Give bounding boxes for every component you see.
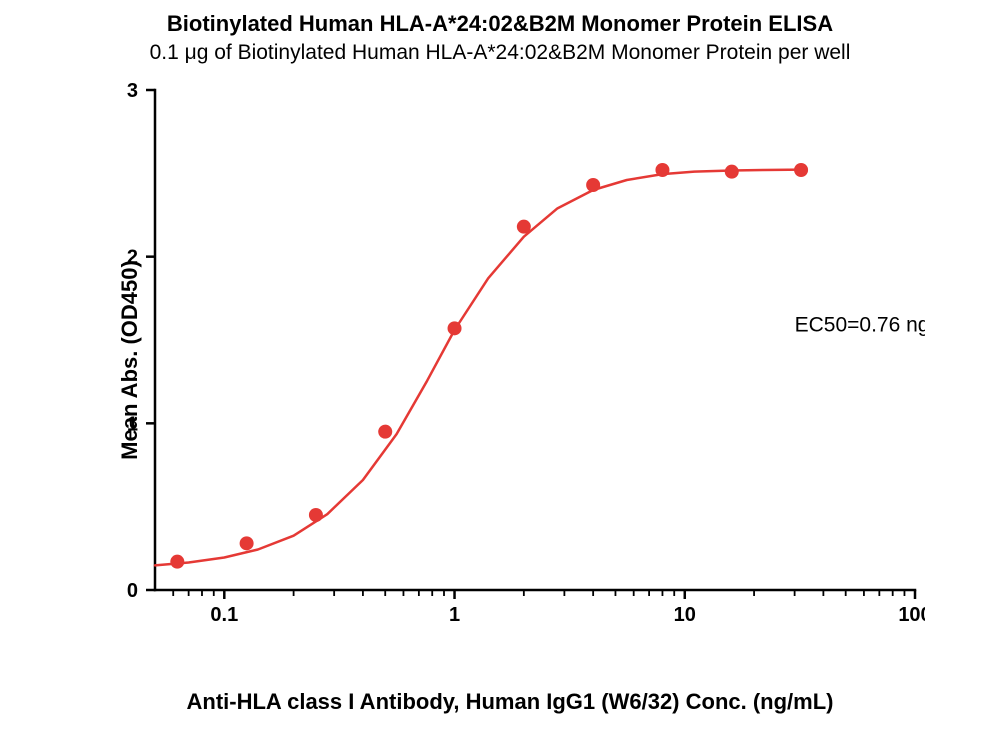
- svg-text:EC50=0.76 ng/mL: EC50=0.76 ng/mL: [795, 314, 925, 337]
- svg-text:1: 1: [449, 604, 460, 626]
- chart-titles: Biotinylated Human HLA-A*24:02&B2M Monom…: [0, 10, 1000, 66]
- y-axis-label: Mean Abs. (OD450): [117, 260, 143, 460]
- svg-text:10: 10: [674, 604, 696, 626]
- svg-text:100: 100: [898, 604, 925, 626]
- svg-text:3: 3: [127, 80, 138, 102]
- svg-text:0: 0: [127, 580, 138, 602]
- svg-text:0.1: 0.1: [210, 604, 238, 626]
- x-axis-label: Anti-HLA class I Antibody, Human IgG1 (W…: [95, 689, 925, 715]
- chart-subtitle: 0.1 μg of Biotinylated Human HLA-A*24:02…: [0, 40, 1000, 66]
- chart-title: Biotinylated Human HLA-A*24:02&B2M Monom…: [0, 10, 1000, 38]
- chart-svg: 01230.1110100EC50=0.76 ng/mL: [95, 80, 925, 640]
- chart-area: Mean Abs. (OD450) 01230.1110100EC50=0.76…: [95, 80, 925, 640]
